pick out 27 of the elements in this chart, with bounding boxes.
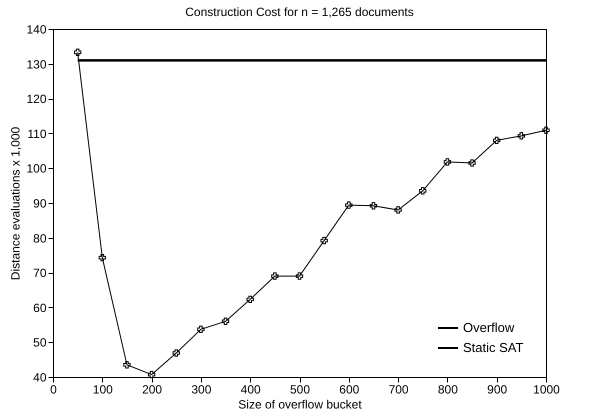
x-tick-label: 400 — [240, 382, 262, 396]
x-tick-label: 800 — [438, 382, 458, 396]
y-tick-label: 80 — [33, 231, 47, 246]
x-tick-label: 1000 — [533, 382, 560, 396]
x-axis-title: Size of overflow bucket — [238, 398, 362, 412]
y-tick-label: 120 — [26, 92, 47, 106]
x-tick-label: 900 — [487, 382, 508, 396]
y-tick-label: 100 — [26, 162, 47, 176]
y-tick-label: 40 — [33, 370, 47, 384]
x-tick-label: 200 — [142, 382, 162, 396]
y-tick-label: 90 — [33, 196, 47, 210]
x-tick-label: 300 — [191, 382, 212, 396]
x-tick-label: 600 — [339, 382, 360, 396]
legend-label: Static SAT — [463, 340, 524, 355]
legend-label: Overflow — [463, 320, 515, 335]
x-tick-label: 500 — [290, 382, 310, 396]
x-tick-label: 0 — [50, 382, 58, 396]
chart-title: Construction Cost for n = 1,265 documents — [185, 5, 414, 19]
y-tick-label: 50 — [33, 336, 47, 350]
y-tick-label: 60 — [33, 300, 47, 315]
y-tick-label: 70 — [33, 266, 47, 280]
y-tick-label: 110 — [27, 126, 47, 141]
y-tick-label: 140 — [26, 22, 47, 36]
y-axis-title: Distance evaluations x 1,000 — [8, 126, 22, 280]
x-tick-label: 100 — [92, 382, 114, 396]
x-tick-label: 700 — [388, 382, 409, 396]
y-tick-label: 130 — [26, 57, 47, 72]
